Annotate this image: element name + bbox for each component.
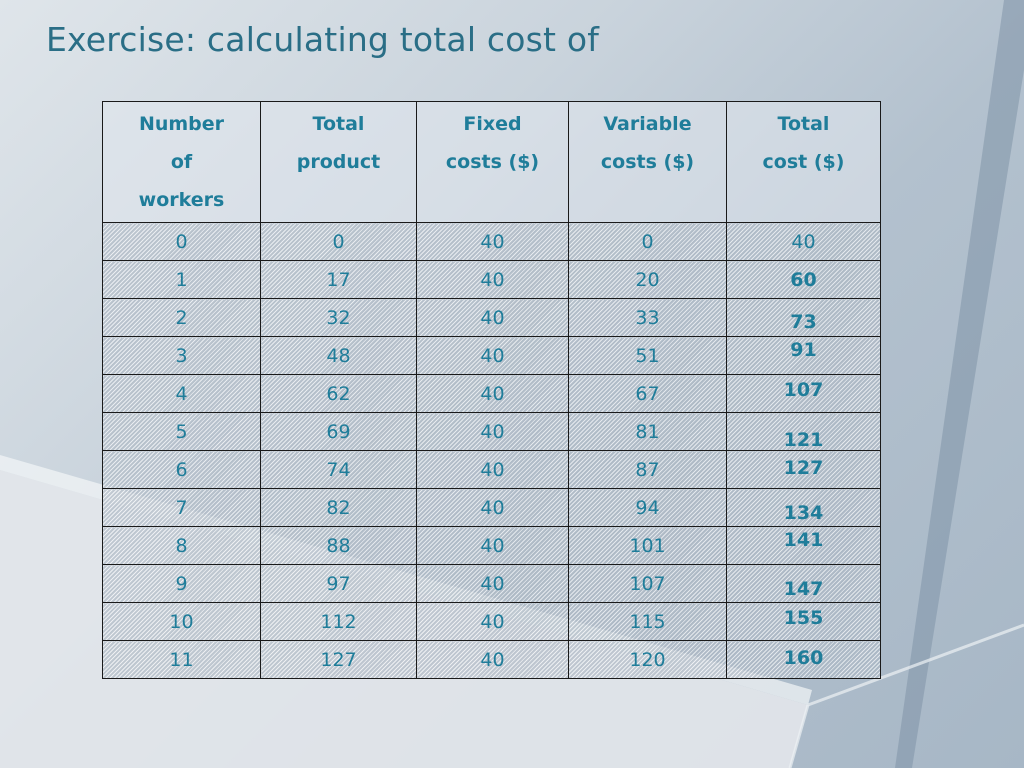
workers-cell: 6 — [102, 450, 261, 489]
total-product-cell: 69 — [260, 412, 417, 451]
handwritten-total: 60 — [790, 268, 817, 291]
fixed-cost-cell: 40 — [416, 564, 569, 603]
table-row: 6 74 40 87 127 — [102, 450, 881, 489]
workers-cell: 10 — [102, 602, 261, 641]
header-number-of-workers: Number of workers — [102, 101, 261, 223]
fixed-cost-cell: 40 — [416, 488, 569, 527]
variable-cost-cell: 94 — [568, 488, 727, 527]
table-row: 8 88 40 101 141 — [102, 526, 881, 565]
table-row: 4 62 40 67 107 — [102, 374, 881, 413]
total-product-cell: 48 — [260, 336, 417, 375]
fixed-cost-cell: 40 — [416, 602, 569, 641]
fixed-cost-cell: 40 — [416, 640, 569, 679]
workers-cell: 0 — [102, 222, 261, 261]
table-row: 7 82 40 94 134 — [102, 488, 881, 527]
header-row: Number of workers Total product Fixed co… — [102, 101, 881, 223]
handwritten-total: 155 — [783, 606, 824, 629]
total-cost-cell: 155 — [726, 602, 881, 641]
total-cost-cell: 40 — [726, 222, 881, 261]
variable-cost-cell: 20 — [568, 260, 727, 299]
table-row: 11 127 40 120 160 — [102, 640, 881, 679]
handwritten-total: 127 — [783, 456, 824, 479]
handwritten-total: 73 — [790, 310, 817, 333]
variable-cost-cell: 115 — [568, 602, 727, 641]
variable-cost-cell: 107 — [568, 564, 727, 603]
fixed-cost-cell: 40 — [416, 260, 569, 299]
total-product-cell: 127 — [260, 640, 417, 679]
total-cost-cell: 91 — [726, 336, 881, 375]
workers-cell: 8 — [102, 526, 261, 565]
fixed-cost-cell: 40 — [416, 412, 569, 451]
workers-cell: 1 — [102, 260, 261, 299]
fixed-cost-cell: 40 — [416, 336, 569, 375]
total-product-cell: 74 — [260, 450, 417, 489]
total-product-cell: 82 — [260, 488, 417, 527]
slide-title: Exercise: calculating total cost of — [46, 20, 600, 59]
workers-cell: 5 — [102, 412, 261, 451]
workers-cell: 2 — [102, 298, 261, 337]
variable-cost-cell: 0 — [568, 222, 727, 261]
total-product-cell: 88 — [260, 526, 417, 565]
table-row: 2 32 40 33 73 — [102, 298, 881, 337]
table-row: 5 69 40 81 121 — [102, 412, 881, 451]
handwritten-total: 134 — [783, 501, 824, 524]
fixed-cost-cell: 40 — [416, 222, 569, 261]
total-cost-cell: 141 — [726, 526, 881, 565]
total-cost-cell: 121 — [726, 412, 881, 451]
table-row: 0 0 40 0 40 — [102, 222, 881, 261]
total-cost-cell: 134 — [726, 488, 881, 527]
total-cost-cell: 147 — [726, 564, 881, 603]
handwritten-total: 141 — [783, 528, 824, 551]
header-variable-costs: Variable costs ($) — [568, 101, 727, 223]
total-product-cell: 62 — [260, 374, 417, 413]
variable-cost-cell: 101 — [568, 526, 727, 565]
fixed-cost-cell: 40 — [416, 526, 569, 565]
fixed-cost-cell: 40 — [416, 298, 569, 337]
total-cost-cell: 60 — [726, 260, 881, 299]
total-product-cell: 17 — [260, 260, 417, 299]
header-total-cost: Total cost ($) — [726, 101, 881, 223]
variable-cost-cell: 120 — [568, 640, 727, 679]
handwritten-total: 147 — [783, 577, 824, 600]
table-body: 0 0 40 0 40 1 17 40 20 60 2 32 40 33 73 3 48 40 51 91 4 62 40 6… — [102, 222, 881, 679]
handwritten-total: 107 — [783, 378, 824, 401]
table-row: 1 17 40 20 60 — [102, 260, 881, 299]
header-fixed-costs: Fixed costs ($) — [416, 101, 569, 223]
workers-cell: 4 — [102, 374, 261, 413]
total-cost-cell: 160 — [726, 640, 881, 679]
total-product-cell: 0 — [260, 222, 417, 261]
variable-cost-cell: 87 — [568, 450, 727, 489]
total-cost-cell: 107 — [726, 374, 881, 413]
variable-cost-cell: 33 — [568, 298, 727, 337]
total-product-cell: 32 — [260, 298, 417, 337]
header-total-product: Total product — [260, 101, 417, 223]
workers-cell: 7 — [102, 488, 261, 527]
table-row: 3 48 40 51 91 — [102, 336, 881, 375]
table-row: 9 97 40 107 147 — [102, 564, 881, 603]
workers-cell: 11 — [102, 640, 261, 679]
workers-cell: 3 — [102, 336, 261, 375]
fixed-cost-cell: 40 — [416, 450, 569, 489]
variable-cost-cell: 67 — [568, 374, 727, 413]
total-cost-cell: 127 — [726, 450, 881, 489]
handwritten-total: 91 — [790, 338, 817, 361]
fixed-cost-cell: 40 — [416, 374, 569, 413]
cost-table: Number of workers Total product Fixed co… — [102, 101, 881, 679]
total-product-cell: 112 — [260, 602, 417, 641]
variable-cost-cell: 81 — [568, 412, 727, 451]
handwritten-total: 160 — [783, 646, 824, 669]
variable-cost-cell: 51 — [568, 336, 727, 375]
total-cost-cell: 73 — [726, 298, 881, 337]
total-product-cell: 97 — [260, 564, 417, 603]
table-row: 10 112 40 115 155 — [102, 602, 881, 641]
workers-cell: 9 — [102, 564, 261, 603]
handwritten-total: 121 — [783, 428, 824, 451]
